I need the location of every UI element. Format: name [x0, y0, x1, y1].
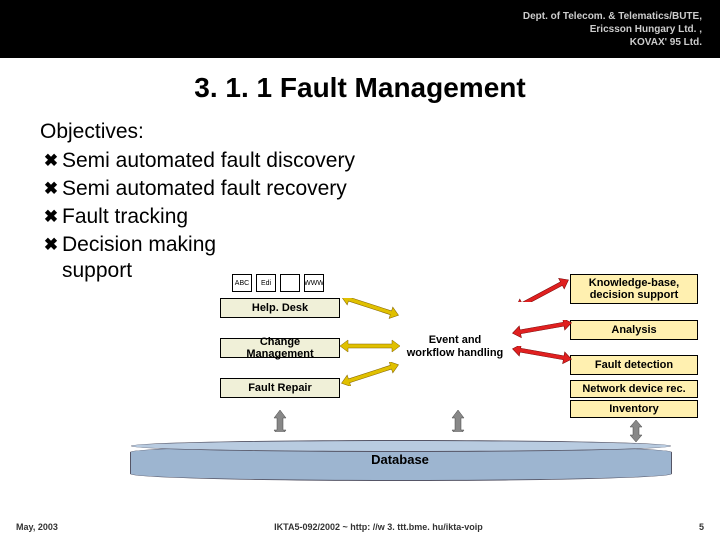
page-title: 3. 1. 1 Fault Management — [0, 72, 720, 104]
network-device-box: Network device rec. — [570, 380, 698, 398]
event-workflow-box: Event and workflow handling — [395, 334, 515, 360]
help-desk-box: Help. Desk — [220, 298, 340, 318]
x-bullet-icon: ✖ — [40, 232, 62, 258]
arrow-event-faultdet — [512, 346, 572, 366]
bullet-text: Fault tracking — [62, 204, 188, 230]
footer: May, 2003 IKTA5-092/2002 ~ http: //w 3. … — [0, 522, 720, 532]
analysis-box: Analysis — [570, 320, 698, 340]
footer-project-url: IKTA5-092/2002 ~ http: //w 3. ttt.bme. h… — [274, 522, 483, 532]
x-bullet-icon: ✖ — [40, 148, 62, 174]
fault-repair-box: Fault Repair — [220, 378, 340, 398]
phone-icon: ABC — [232, 274, 252, 292]
header-credits: Dept. of Telecom. & Telematics/BUTE, Eri… — [523, 10, 702, 49]
updown-arrow-right — [628, 420, 644, 442]
bullet-text: Semi automated fault recovery — [62, 176, 347, 202]
knowledge-base-box: Knowledge-base, decision support — [570, 274, 698, 304]
event-line-1: Event and — [395, 334, 515, 347]
arrow-helpdesk-event — [340, 298, 400, 322]
arrow-event-analysis — [512, 320, 572, 340]
x-bullet-icon: ✖ — [40, 204, 62, 230]
helpdesk-icons: ABC Edi WWW — [232, 274, 324, 292]
arrow-change-event — [340, 338, 400, 358]
bullet-item: ✖ Semi automated fault discovery — [40, 148, 690, 174]
header-line-2: Ericsson Hungary Ltd. , — [523, 23, 702, 36]
event-line-2: workflow handling — [395, 347, 515, 360]
bullet-item: ✖ Semi automated fault recovery — [40, 176, 690, 202]
footer-date: May, 2003 — [16, 522, 58, 532]
bullet-item: ✖ Fault tracking — [40, 204, 690, 230]
objectives-label: Objectives: — [40, 120, 690, 144]
inventory-box: Inventory — [570, 400, 698, 418]
x-bullet-icon: ✖ — [40, 176, 62, 202]
flow-diagram: ABC Edi WWW Help. Desk Change Management… — [0, 280, 720, 490]
arrow-fault-event — [340, 362, 400, 386]
bullet-text: Decision making support — [62, 232, 232, 284]
change-management-box: Change Management — [220, 338, 340, 358]
bullet-text: Semi automated fault discovery — [62, 148, 355, 174]
header-line-3: KOVAX' 95 Ltd. — [523, 36, 702, 49]
www-icon: WWW — [304, 274, 324, 292]
database-label: Database — [130, 452, 670, 467]
header-line-1: Dept. of Telecom. & Telematics/BUTE, — [523, 10, 702, 23]
footer-page-number: 5 — [699, 522, 704, 532]
edit-icon: Edi — [256, 274, 276, 292]
objectives-block: Objectives: ✖ Semi automated fault disco… — [0, 120, 720, 284]
monitor-icon — [280, 274, 300, 292]
fault-detection-box: Fault detection — [570, 355, 698, 375]
updown-arrow-center — [450, 410, 466, 432]
header-bar: Dept. of Telecom. & Telematics/BUTE, Eri… — [0, 0, 720, 58]
updown-arrow-left — [272, 410, 288, 432]
arrow-event-kb — [512, 278, 572, 302]
